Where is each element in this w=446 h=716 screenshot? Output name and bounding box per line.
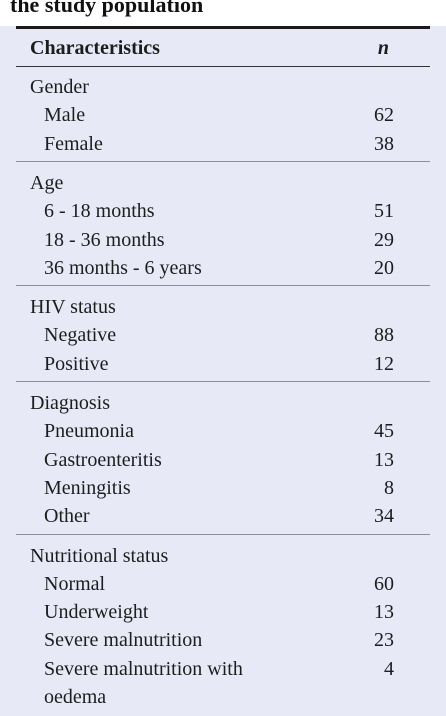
row-value: 29 [374, 228, 394, 251]
table-title: the study population [10, 0, 204, 17]
table-row: Underweight 13 [0, 598, 446, 626]
table-row: Female 38 [0, 130, 446, 158]
row-value: 88 [374, 324, 394, 347]
row-label: 36 months - 6 years [44, 256, 202, 279]
row-value: 38 [374, 132, 394, 155]
table-row: 6 - 18 months 51 [0, 197, 446, 225]
row-value: 45 [374, 420, 394, 443]
row-value: 20 [374, 256, 394, 279]
group-heading-label: Diagnosis [30, 392, 110, 414]
group-heading-label: Gender [30, 76, 89, 98]
row-label: Normal [44, 572, 106, 595]
row-label: Meningitis [44, 476, 131, 499]
row-value: 12 [374, 352, 394, 375]
row-label: Male [44, 104, 86, 127]
table-row: 18 - 36 months 29 [0, 226, 446, 254]
row-label: 18 - 36 months [44, 228, 165, 251]
group-heading: Nutritional status [0, 542, 446, 570]
table-header: Characteristics n [0, 33, 446, 63]
row-value: 51 [374, 200, 394, 223]
group-heading: Gender [0, 73, 446, 101]
row-value: 4 [384, 657, 394, 680]
table-row: Severe malnutrition with 4 [0, 655, 446, 683]
top-rule [16, 26, 430, 29]
row-label: Underweight [44, 601, 149, 624]
title-strip: the study population [0, 0, 446, 26]
header-n: n [377, 37, 389, 59]
row-value: 23 [374, 629, 394, 652]
group-heading-label: Age [30, 171, 64, 194]
row-label: Gastroenteritis [44, 448, 162, 471]
group-separator [16, 160, 430, 162]
row-value: 62 [374, 104, 394, 127]
table-row: Gastroenteritis 13 [0, 446, 446, 474]
group-heading-label: Nutritional status [30, 544, 169, 567]
group-separator [16, 381, 430, 382]
row-label: Severe malnutrition with [44, 657, 243, 680]
table-row: oedema [0, 683, 446, 711]
row-label: 6 - 18 months [44, 200, 155, 223]
table-row: Negative 88 [0, 321, 446, 349]
header-characteristics: Characteristics [30, 37, 160, 59]
row-value: 34 [374, 505, 394, 528]
table-row: Other 34 [0, 502, 446, 530]
group-separator [16, 533, 430, 535]
row-label: Negative [44, 324, 117, 347]
row-label: oedema [44, 686, 107, 708]
group-heading: Age [0, 169, 446, 197]
table-row: Male 62 [0, 101, 446, 129]
table-row: Severe malnutrition 23 [0, 626, 446, 654]
group-heading: Diagnosis [0, 389, 446, 417]
row-value: 60 [374, 572, 394, 595]
group-separator [16, 285, 430, 287]
table-row: 36 months - 6 years 20 [0, 254, 446, 282]
table-row: Meningitis 8 [0, 474, 446, 502]
group-heading-label: HIV status [30, 296, 116, 319]
table-row: Normal 60 [0, 570, 446, 598]
row-label: Other [44, 505, 90, 528]
row-value: 8 [384, 476, 394, 499]
table-row: Pneumonia 45 [0, 417, 446, 445]
row-label: Severe malnutrition [44, 629, 203, 652]
row-label: Female [44, 132, 103, 155]
table-row: Positive 12 [0, 350, 446, 378]
header-rule [16, 66, 430, 67]
row-label: Pneumonia [44, 420, 134, 443]
row-value: 13 [374, 601, 394, 624]
row-label: Positive [44, 352, 109, 375]
row-value: 13 [374, 448, 394, 471]
group-heading: HIV status [0, 293, 446, 321]
